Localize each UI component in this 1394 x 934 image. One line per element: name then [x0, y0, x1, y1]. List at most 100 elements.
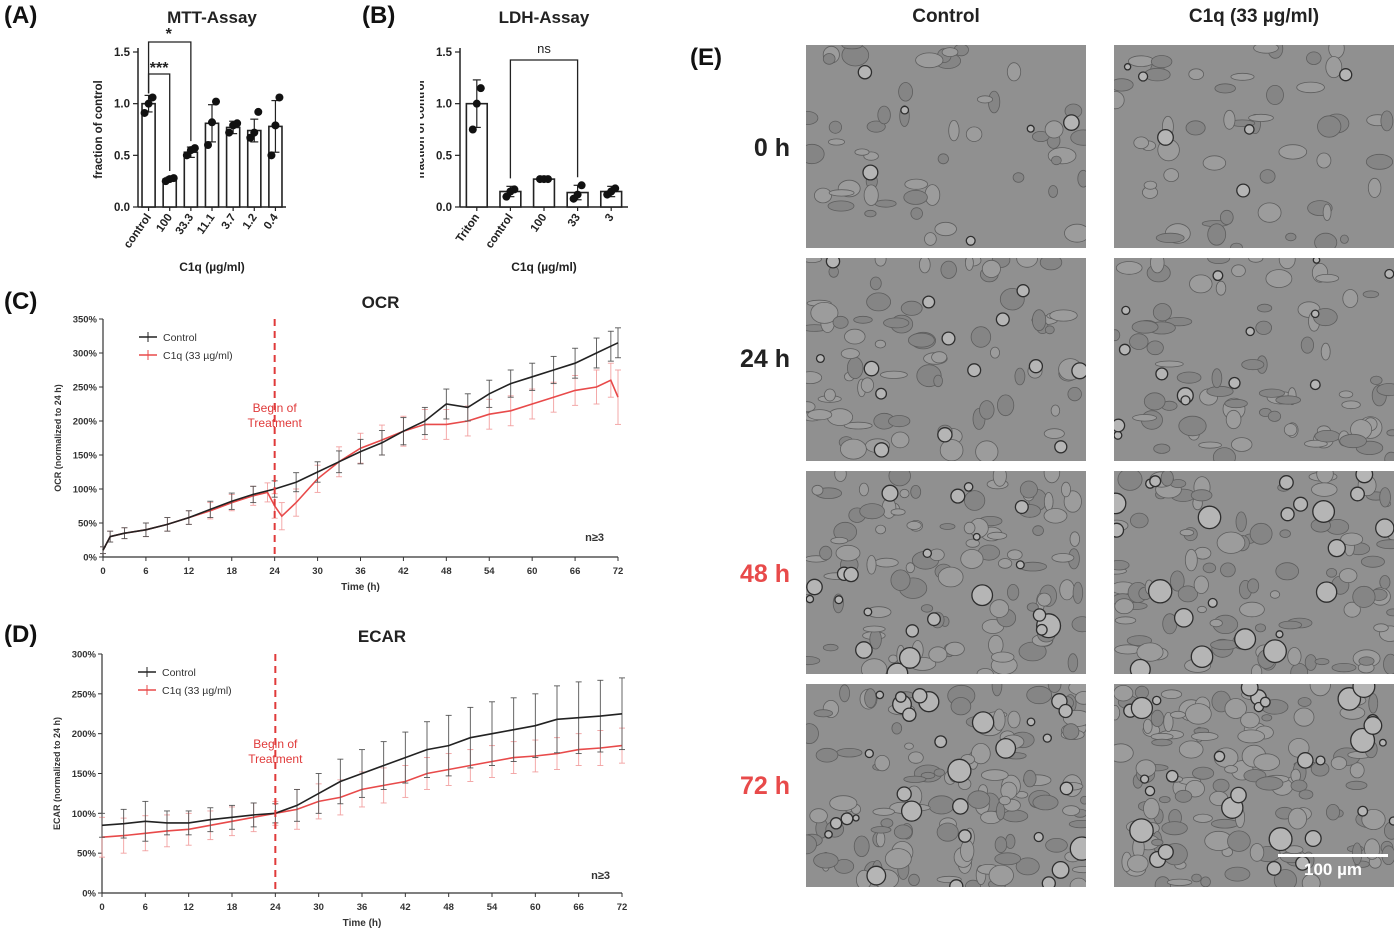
- micrograph-control-0h: [806, 45, 1086, 248]
- treatment-label: Treatment: [248, 416, 303, 430]
- x-tick-label: 54: [484, 566, 495, 577]
- data-point: [544, 175, 552, 184]
- cell-texture: [806, 258, 1086, 461]
- x-tick-label: Triton: [454, 212, 482, 245]
- significance-bracket: [509, 59, 579, 179]
- micrograph-c1q-72h: 100 µm: [1114, 684, 1394, 887]
- row-label-72h: 72 h: [739, 772, 790, 800]
- y-tick-label: 0.0: [114, 202, 130, 214]
- x-axis-label: C1q (µg/ml): [179, 260, 245, 274]
- chart-title: LDH-Assay: [499, 8, 590, 27]
- x-tick-label: 24: [269, 566, 280, 577]
- x-axis-label: Time (h): [341, 582, 380, 593]
- x-tick-label: 60: [530, 902, 541, 913]
- y-tick-label: 0.0: [436, 202, 452, 214]
- x-tick-label: 6: [143, 566, 148, 577]
- data-point: [204, 141, 212, 149]
- y-tick-label: 1.0: [114, 99, 130, 111]
- y-tick-label: 300%: [73, 349, 98, 360]
- bar: [225, 126, 241, 208]
- y-tick-label: 200%: [72, 729, 97, 740]
- treatment-label: Treatment: [248, 752, 303, 766]
- y-tick-label: 1.0: [436, 99, 452, 111]
- data-point: [225, 128, 234, 137]
- x-axis-label: C1q (µg/ml): [511, 260, 577, 274]
- n-label: n≥3: [591, 870, 610, 882]
- treatment-label: Begin of: [253, 401, 298, 415]
- cell-texture: [806, 45, 1086, 248]
- panel-letter-b: (B): [362, 2, 396, 29]
- x-tick-label: 12: [184, 566, 195, 577]
- x-tick-label: 3.7: [220, 212, 239, 232]
- x-tick-label: 12: [183, 902, 194, 913]
- row-label-24h: 24 h: [739, 345, 790, 373]
- y-tick-label: 0%: [82, 889, 96, 900]
- x-tick-label: 24: [270, 902, 281, 913]
- y-tick-label: 100%: [72, 809, 97, 820]
- chart-title: ECAR: [358, 627, 406, 646]
- x-tick-label: 42: [398, 566, 409, 577]
- micrograph-c1q-24h: [1114, 258, 1394, 461]
- row-label-48h: 48 h: [739, 560, 790, 588]
- data-point: [250, 128, 259, 137]
- series-line: [102, 342, 619, 551]
- x-tick-label: 0.4: [262, 211, 281, 231]
- chart-title: OCR: [362, 293, 400, 312]
- x-tick-label: 33.3: [174, 212, 197, 237]
- ocr-chart: OCR 0% 50% 100% 150% 200% 250% 300% 350% 0 6 12 18 24…: [53, 293, 624, 593]
- data-point: [510, 185, 519, 194]
- series-line: [101, 713, 623, 827]
- row-label-0h: 0 h: [753, 134, 790, 162]
- data-point: [144, 99, 153, 108]
- y-axis-label: OCR (normalized to 24 h): [53, 384, 63, 492]
- data-point: [140, 108, 149, 117]
- y-tick-label: 200%: [73, 417, 98, 428]
- column-header-control: Control: [912, 6, 980, 27]
- x-tick-label: 11.1: [195, 211, 218, 236]
- x-tick-label: 100: [529, 212, 550, 235]
- data-point: [476, 84, 485, 93]
- x-tick-label: 30: [313, 902, 324, 913]
- x-tick-label: 0: [99, 902, 104, 913]
- y-tick-label: 250%: [72, 689, 97, 700]
- x-tick-label: 100: [154, 212, 175, 235]
- x-axis-label: Time (h): [343, 918, 382, 929]
- legend-label: C1q (33 µg/ml): [162, 685, 232, 697]
- x-tick-label: 48: [443, 902, 454, 913]
- x-tick-label: 48: [441, 566, 452, 577]
- data-point: [212, 97, 220, 106]
- panel-letter-e: (E): [690, 44, 722, 71]
- cell-texture: [1114, 45, 1394, 248]
- legend-label: Control: [162, 667, 196, 679]
- mtt-assay-chart: MTT-Assay 0.0 0.5 1.0 1.5 fraction of control…: [93, 8, 286, 274]
- data-point: [472, 99, 481, 108]
- data-point: [233, 119, 242, 128]
- cell-texture: [1114, 684, 1394, 887]
- n-label: n≥3: [585, 532, 604, 544]
- chart-title: MTT-Assay: [167, 8, 257, 27]
- micrograph-c1q-0h: [1114, 45, 1394, 248]
- y-tick-label: 100%: [73, 485, 98, 496]
- x-tick-label: 42: [400, 902, 411, 913]
- cell-texture: [806, 684, 1086, 887]
- y-tick-label: 150%: [72, 769, 97, 780]
- data-point: [275, 93, 284, 102]
- bar: [183, 151, 199, 208]
- y-tick-label: 50%: [78, 519, 98, 530]
- data-point: [169, 174, 178, 183]
- x-tick-label: 18: [226, 566, 237, 577]
- y-tick-label: 50%: [77, 849, 97, 860]
- scale-bar-label: 100 µm: [1304, 860, 1362, 879]
- data-point: [611, 184, 620, 193]
- x-tick-label: control: [122, 212, 154, 251]
- y-axis-label: ECAR (normalized to 24 h): [52, 717, 62, 830]
- significance-label: ***: [150, 60, 169, 77]
- y-tick-label: 1.5: [436, 47, 453, 59]
- data-point: [267, 151, 276, 160]
- x-tick-label: 72: [613, 566, 624, 577]
- y-axis-label: fraction of control: [93, 80, 105, 178]
- x-tick-label: 1.2: [241, 212, 260, 232]
- series-line: [102, 379, 619, 551]
- x-tick-label: 60: [527, 566, 538, 577]
- x-tick-label: 36: [357, 902, 368, 913]
